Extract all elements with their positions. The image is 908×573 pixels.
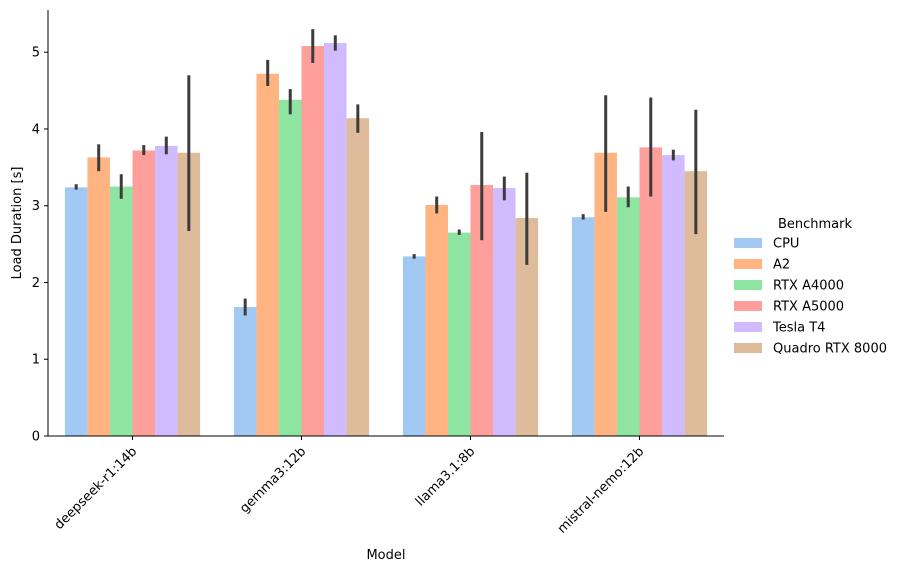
legend: Benchmark CPU A2 RTX A4000 RTX A5000 Tesla T… (734, 217, 887, 357)
error-bars-layer (74, 29, 698, 316)
bar (684, 171, 708, 436)
legend-label: Quadro RTX 8000 (773, 342, 887, 357)
y-tick-label: 2 (32, 276, 40, 291)
x-tick-label: gemma3:12b (237, 444, 309, 516)
bar (155, 145, 178, 437)
bar (64, 187, 88, 436)
y-tick-label: 1 (32, 353, 40, 368)
legend-swatch (734, 343, 762, 353)
bar (402, 256, 426, 436)
bar (447, 232, 471, 436)
legend-label: Tesla T4 (772, 321, 825, 336)
bar (346, 118, 370, 436)
legend-swatch (734, 280, 762, 290)
bar (571, 217, 595, 436)
bar (616, 197, 640, 436)
legend-label: RTX A4000 (773, 279, 844, 294)
y-tick-label: 0 (32, 430, 40, 445)
y-tick-label: 3 (32, 199, 40, 214)
bar (278, 99, 302, 436)
bar (594, 152, 617, 436)
bar (109, 186, 133, 436)
bar (233, 307, 257, 436)
legend-swatch (734, 238, 762, 248)
bar (425, 204, 448, 436)
y-axis-label: Load Duration [s] (10, 167, 25, 280)
legend-label: A2 (773, 258, 790, 273)
bar (515, 218, 539, 436)
x-tick-label: mistral-nemo:12b (555, 444, 647, 536)
y-tick-label: 4 (32, 122, 40, 137)
bar (470, 185, 494, 436)
x-tick-label: llama3.1:8b (413, 444, 478, 509)
y-tick-label: 5 (32, 46, 40, 61)
bar (662, 155, 685, 436)
x-axis-label: Model (366, 548, 405, 563)
bar (256, 73, 279, 437)
legend-items: CPU A2 RTX A4000 RTX A5000 Tesla T4 Quadro RT… (734, 237, 887, 357)
bar (639, 147, 663, 436)
bar (177, 152, 201, 436)
legend-label: RTX A5000 (773, 300, 844, 315)
legend-swatch (734, 259, 762, 269)
bar (87, 157, 110, 436)
x-tick-label: deepseek-r1:14b (52, 444, 141, 533)
legend-title: Benchmark (778, 217, 853, 232)
bars-layer (64, 43, 708, 437)
legend-swatch (734, 322, 762, 332)
bar (493, 188, 516, 436)
bar (301, 46, 325, 436)
legend-swatch (734, 301, 762, 311)
bar (132, 150, 156, 436)
bar (324, 43, 347, 436)
legend-label: CPU (773, 237, 799, 252)
